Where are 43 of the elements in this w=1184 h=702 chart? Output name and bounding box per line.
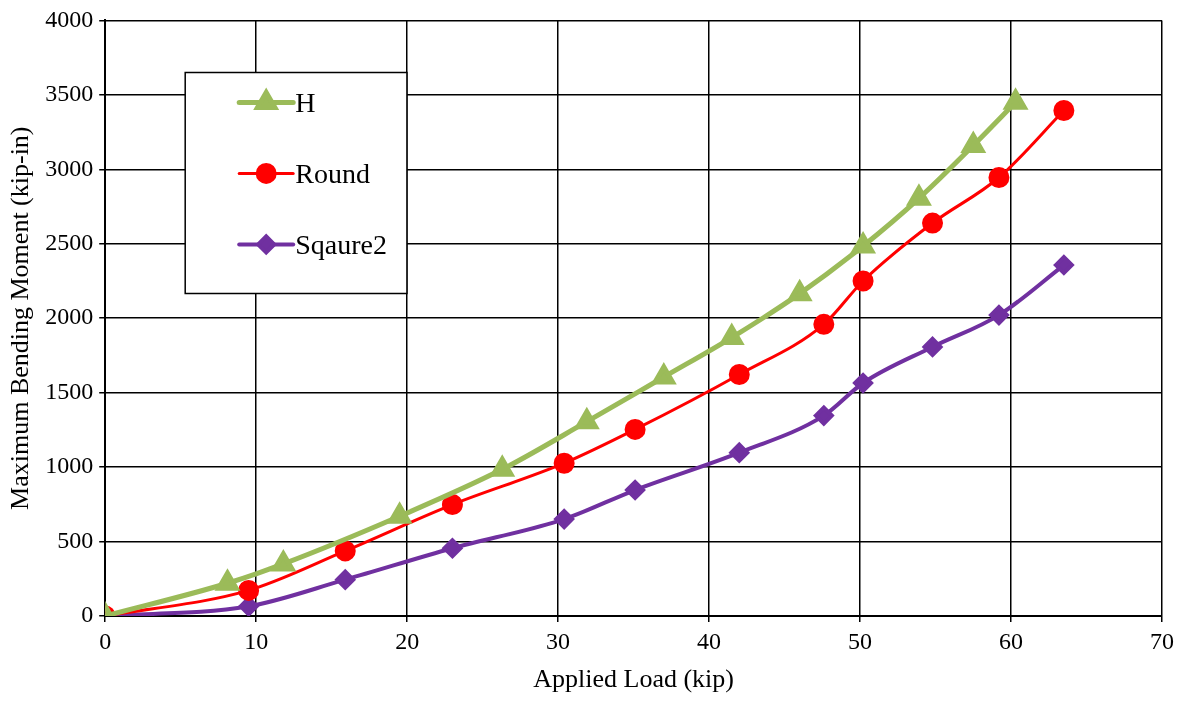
y-tick-label: 3500 — [45, 80, 94, 107]
x-tick-label: 40 — [697, 627, 722, 654]
y-tick-label: 500 — [57, 526, 94, 553]
x-tick-label: 0 — [99, 627, 112, 654]
point — [553, 452, 575, 474]
y-tick-label: 3000 — [45, 154, 94, 181]
point — [1053, 255, 1074, 276]
point — [1053, 99, 1075, 121]
x-tick-label: 70 — [1150, 627, 1174, 654]
y-axis-title: Maximum Bending Moment (kip-in) — [5, 126, 35, 510]
y-tick-label: 0 — [81, 601, 94, 628]
y-tick-label: 2500 — [45, 229, 94, 256]
point — [335, 569, 356, 590]
point — [729, 442, 750, 463]
point — [441, 494, 463, 516]
x-tick-label: 10 — [244, 627, 269, 654]
point — [334, 540, 356, 562]
legend-label: Round — [295, 157, 370, 189]
point — [813, 405, 834, 426]
y-tick-label: 2000 — [45, 303, 94, 330]
point — [988, 305, 1009, 326]
x-tick-label: 60 — [999, 627, 1024, 654]
legend-label: Sqaure2 — [295, 228, 387, 260]
x-tick-label: 50 — [848, 627, 873, 654]
point — [442, 538, 463, 559]
point — [728, 363, 750, 385]
point — [922, 212, 944, 234]
point — [922, 336, 943, 357]
point — [624, 418, 646, 440]
legend-label: H — [295, 86, 316, 118]
y-tick-label: 1500 — [45, 377, 94, 404]
y-tick-label: 4000 — [45, 5, 94, 32]
point — [625, 480, 646, 501]
y-tick-label: 1000 — [45, 452, 94, 479]
point — [852, 270, 874, 292]
x-tick-label: 30 — [546, 627, 571, 654]
point — [988, 166, 1010, 188]
point — [238, 579, 260, 601]
point — [853, 372, 874, 393]
x-tick-label: 20 — [395, 627, 420, 654]
x-axis-title: Applied Load (kip) — [533, 664, 734, 694]
point — [554, 509, 575, 530]
point — [813, 313, 835, 335]
